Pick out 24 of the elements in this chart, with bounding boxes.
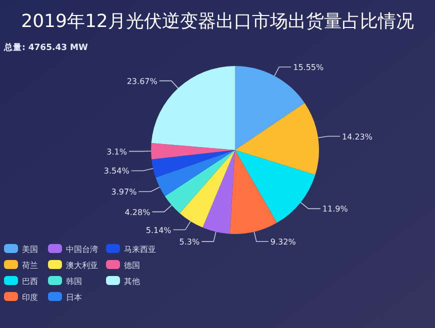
- chart-title: 2019年12月光伏逆变器出口市场出货量占比情况: [21, 11, 414, 32]
- data-label: 5.3%: [179, 238, 200, 247]
- legend-label: 荷兰: [22, 261, 38, 270]
- data-label: 5.14%: [146, 226, 172, 235]
- data-label: 23.67%: [126, 76, 158, 86]
- legend-label: 其他: [124, 277, 140, 286]
- legend-label: 中国台湾: [66, 245, 98, 254]
- legend-label: 德国: [124, 261, 140, 270]
- legend-label: 澳大利亚: [66, 261, 98, 270]
- data-label: 11.9%: [322, 204, 348, 214]
- legend-label: 美国: [22, 245, 38, 254]
- chart-subtitle: 总量: 4765.43 MW: [3, 42, 88, 53]
- data-label: 15.55%: [293, 62, 324, 72]
- data-label: 9.32%: [270, 238, 296, 247]
- data-label: 4.28%: [124, 208, 151, 217]
- legend-label: 印度: [22, 293, 38, 302]
- legend-label: 韩国: [66, 277, 82, 286]
- data-label: 3.54%: [104, 166, 130, 176]
- legend-label: 马来西亚: [124, 245, 156, 254]
- data-label: 14.23%: [342, 132, 373, 142]
- data-label: 3.97%: [111, 188, 138, 197]
- legend-label: 巴西: [22, 277, 38, 286]
- data-label: 3.1%: [106, 147, 128, 156]
- legend-label: 日本: [66, 293, 82, 302]
